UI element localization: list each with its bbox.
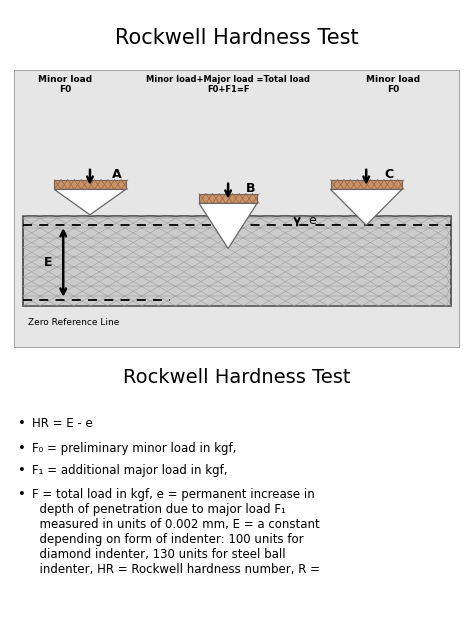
Bar	[55, 179, 126, 190]
Text: Minor load+Major load =Total load
F0+F1=F: Minor load+Major load =Total load F0+F1=…	[146, 75, 310, 94]
Text: Rockwell Hardness Test: Rockwell Hardness Test	[123, 368, 351, 387]
Text: •: •	[18, 442, 26, 456]
Text: F₀ = preliminary minor load in kgf,: F₀ = preliminary minor load in kgf,	[32, 442, 237, 456]
Text: E: E	[44, 256, 52, 269]
Bar	[199, 193, 257, 204]
Text: Zero Reference Line: Zero Reference Line	[27, 318, 119, 327]
Text: •: •	[18, 465, 26, 477]
Text: •: •	[18, 418, 26, 430]
Text: HR = E - e: HR = E - e	[32, 418, 93, 430]
Text: Minor load
F0: Minor load F0	[38, 75, 92, 94]
Text: F₁ = additional major load in kgf,: F₁ = additional major load in kgf,	[32, 465, 228, 477]
Text: •: •	[18, 489, 26, 501]
Polygon shape	[330, 190, 402, 225]
Text: e: e	[308, 214, 316, 226]
Text: F = total load in kgf, e = permanent increase in
  depth of penetration due to m: F = total load in kgf, e = permanent inc…	[32, 489, 320, 576]
Text: A: A	[112, 168, 121, 181]
Text: B: B	[246, 182, 255, 195]
Polygon shape	[55, 190, 126, 215]
Bar	[23, 216, 451, 306]
Text: Rockwell Hardness Test: Rockwell Hardness Test	[115, 28, 359, 48]
Text: C: C	[384, 168, 393, 181]
Bar	[330, 179, 402, 190]
Polygon shape	[199, 204, 257, 248]
Text: Minor load
F0: Minor load F0	[366, 75, 420, 94]
